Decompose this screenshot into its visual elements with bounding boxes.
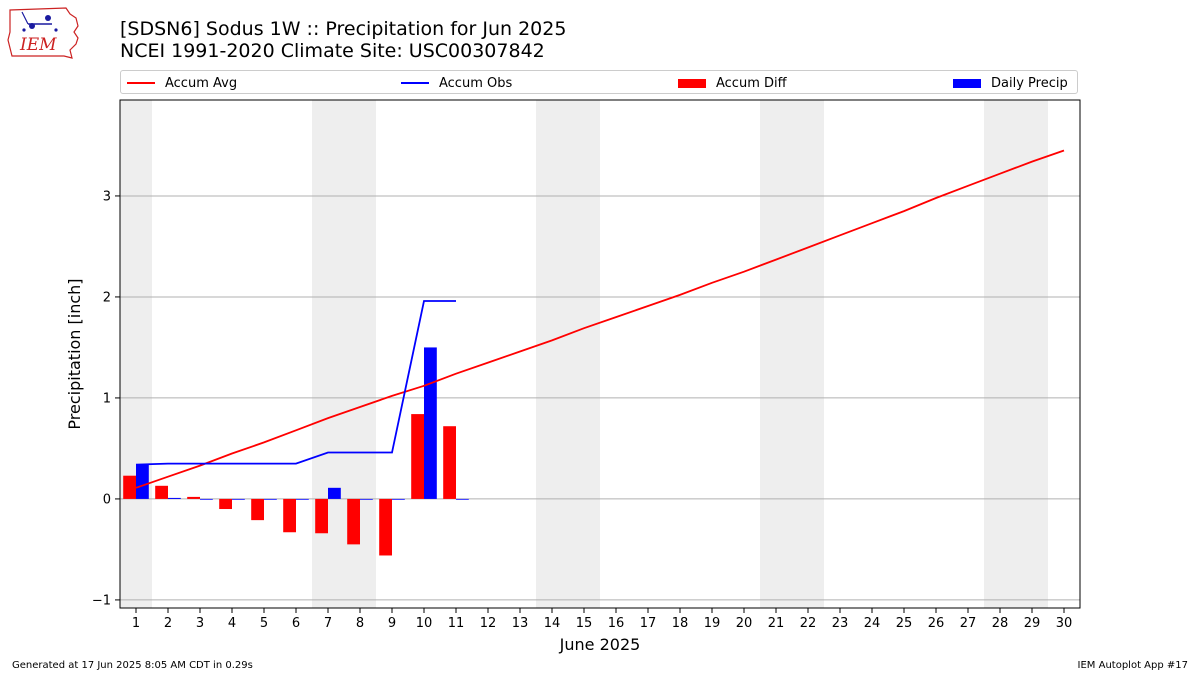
x-tick-label: 29 bbox=[1024, 616, 1041, 631]
legend-item-accum-obs: Accum Obs bbox=[401, 74, 512, 92]
accum-diff-bar bbox=[443, 426, 456, 499]
weekend-shade bbox=[984, 100, 1048, 608]
x-tick-label: 3 bbox=[196, 616, 204, 631]
accum-diff-bar bbox=[219, 498, 232, 510]
x-axis-label: June 2025 bbox=[559, 635, 641, 654]
x-tick-label: 19 bbox=[704, 616, 721, 631]
daily-precip-bar bbox=[328, 487, 341, 499]
x-tick-label: 5 bbox=[260, 616, 268, 631]
daily-precip-bar bbox=[424, 347, 437, 499]
y-tick-label: 1 bbox=[103, 391, 111, 406]
legend-item-daily-precip: Daily Precip bbox=[953, 74, 1068, 92]
x-tick-label: 11 bbox=[448, 616, 465, 631]
daily-precip-bar bbox=[232, 498, 245, 500]
legend-label-accum-obs: Accum Obs bbox=[439, 75, 513, 91]
legend-swatch-daily-precip bbox=[953, 78, 981, 88]
daily-precip-bar bbox=[360, 498, 373, 500]
x-tick-label: 4 bbox=[228, 616, 236, 631]
chart-title: [SDSN6] Sodus 1W :: Precipitation for Ju… bbox=[120, 18, 567, 40]
accum-diff-bar bbox=[283, 498, 296, 533]
x-tick-label: 8 bbox=[356, 616, 364, 631]
x-tick-label: 9 bbox=[388, 616, 396, 631]
x-tick-label: 23 bbox=[832, 616, 849, 631]
accum-diff-bar bbox=[155, 485, 168, 499]
x-tick-label: 20 bbox=[736, 616, 753, 631]
x-tick-label: 25 bbox=[896, 616, 913, 631]
x-tick-label: 28 bbox=[992, 616, 1009, 631]
weekend-shade bbox=[536, 100, 600, 608]
y-tick-label: 2 bbox=[103, 290, 111, 305]
daily-precip-bar bbox=[392, 498, 405, 500]
footer-app-text: IEM Autoplot App #17 bbox=[1077, 660, 1188, 671]
x-tick-label: 17 bbox=[640, 616, 657, 631]
accum-diff-bar bbox=[187, 496, 200, 499]
accum-avg-line bbox=[135, 149, 1065, 489]
x-tick-label: 7 bbox=[324, 616, 332, 631]
daily-precip-bar bbox=[168, 497, 181, 499]
daily-precip-bar bbox=[296, 498, 309, 500]
x-tick-label: 27 bbox=[960, 616, 977, 631]
y-axis-label: Precipitation [inch] bbox=[65, 278, 84, 429]
legend-label-accum-diff: Accum Diff bbox=[716, 75, 787, 91]
x-tick-label: 6 bbox=[292, 616, 300, 631]
daily-precip-bar bbox=[264, 498, 277, 500]
chart-legend: Accum Avg Accum Obs Accum Diff Daily Pre… bbox=[120, 70, 1078, 94]
x-tick-label: 22 bbox=[800, 616, 817, 631]
legend-label-accum-avg: Accum Avg bbox=[165, 75, 238, 91]
accum-diff-bar bbox=[379, 498, 392, 556]
x-tick-label: 26 bbox=[928, 616, 945, 631]
legend-swatch-accum-obs bbox=[401, 82, 429, 84]
x-tick-label: 13 bbox=[512, 616, 529, 631]
legend-item-accum-diff: Accum Diff bbox=[678, 74, 787, 92]
y-tick-label: −1 bbox=[92, 593, 111, 608]
x-tick-label: 18 bbox=[672, 616, 689, 631]
x-tick-label: 10 bbox=[416, 616, 433, 631]
daily-precip-bar bbox=[136, 464, 149, 499]
accum-diff-bar bbox=[411, 414, 424, 499]
weekend-shade bbox=[120, 100, 152, 608]
legend-swatch-accum-diff bbox=[678, 78, 706, 88]
accum-diff-bar bbox=[315, 498, 328, 534]
y-tick-label: 3 bbox=[103, 189, 111, 204]
chart-subtitle: NCEI 1991-2020 Climate Site: USC00307842 bbox=[120, 40, 545, 62]
accum-diff-bar bbox=[251, 498, 264, 521]
legend-label-daily-precip: Daily Precip bbox=[991, 75, 1068, 91]
x-tick-label: 21 bbox=[768, 616, 785, 631]
x-tick-label: 1 bbox=[132, 616, 140, 631]
plot-frame bbox=[119, 99, 1081, 609]
logo-text: IEM bbox=[19, 35, 57, 55]
x-tick-label: 30 bbox=[1056, 616, 1073, 631]
accum-diff-bar bbox=[347, 498, 360, 545]
x-tick-label: 24 bbox=[864, 616, 881, 631]
iem-logo: IEM bbox=[7, 7, 79, 59]
legend-swatch-accum-avg bbox=[127, 82, 155, 84]
accum-obs-line bbox=[135, 300, 456, 466]
legend-item-accum-avg: Accum Avg bbox=[127, 74, 237, 92]
daily-precip-bar bbox=[200, 498, 213, 500]
weekend-shade bbox=[760, 100, 824, 608]
x-tick-label: 12 bbox=[480, 616, 497, 631]
x-tick-label: 15 bbox=[576, 616, 593, 631]
x-tick-label: 2 bbox=[164, 616, 172, 631]
x-tick-label: 16 bbox=[608, 616, 625, 631]
y-tick-label: 0 bbox=[103, 492, 111, 507]
daily-precip-bar bbox=[456, 498, 469, 500]
footer-generated-text: Generated at 17 Jun 2025 8:05 AM CDT in … bbox=[12, 660, 253, 671]
accum-diff-bar bbox=[123, 475, 136, 499]
x-tick-label: 14 bbox=[544, 616, 561, 631]
